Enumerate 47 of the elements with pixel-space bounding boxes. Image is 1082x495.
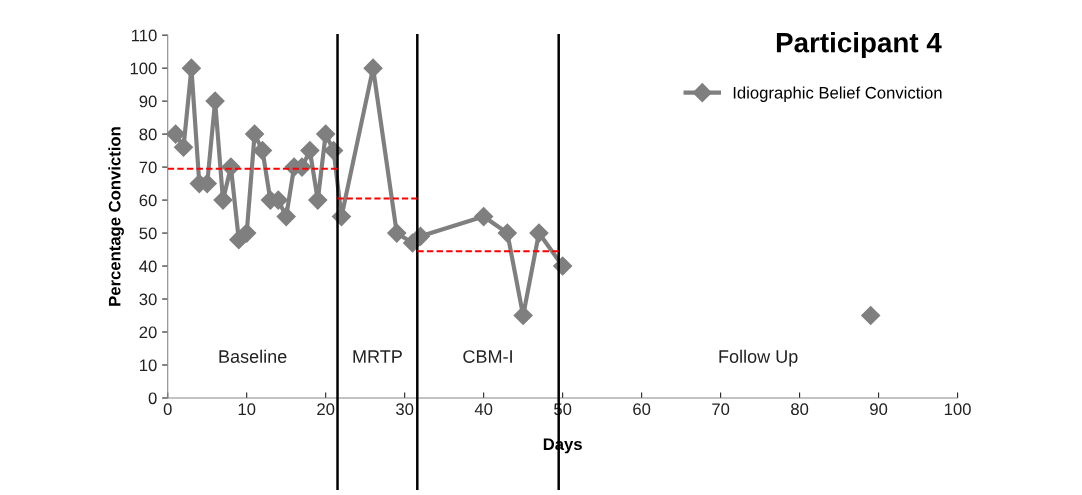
x-tick-label: 40 (474, 403, 493, 416)
point (300, 141, 320, 161)
x-tick-label: 100 (944, 403, 971, 416)
annotation: CBM-I (463, 350, 512, 363)
y-tick-label: 30 (139, 293, 157, 306)
x-tick-label: 20 (317, 403, 335, 416)
point (387, 223, 407, 243)
point (166, 124, 186, 144)
annotation: MRTP (353, 350, 402, 363)
point (529, 223, 549, 243)
point (252, 141, 273, 161)
chart-title: Participant 4 (776, 32, 942, 58)
point (213, 190, 233, 210)
point (497, 223, 517, 243)
point (237, 223, 257, 243)
x-tick-label: 90 (870, 403, 888, 416)
x-tick-label: 60 (633, 403, 651, 416)
y-tick-label: 80 (139, 128, 157, 141)
x-tick-label: 10 (238, 403, 256, 416)
annotation: Follow Up (719, 349, 798, 367)
y-tick-label: 40 (139, 260, 157, 273)
y-tick-label: 70 (139, 161, 157, 174)
y-tick-label: 110 (131, 29, 157, 42)
point (308, 190, 328, 210)
x-tick-label: 70 (712, 403, 730, 416)
x-tick-label: 30 (396, 403, 414, 416)
y-axis-title: Percentage Conviction (108, 127, 124, 306)
point (205, 91, 225, 111)
y-tick-label: 90 (139, 95, 157, 108)
y-tick-label: 60 (139, 194, 157, 207)
point (316, 124, 336, 144)
point (173, 137, 194, 157)
point (363, 58, 383, 78)
point (861, 305, 881, 326)
y-tick-label: 50 (139, 227, 157, 240)
y-tick-label: 100 (130, 62, 157, 75)
legend-label: Idiographic Belief Conviction (733, 86, 942, 102)
point (276, 207, 296, 227)
point (474, 207, 494, 227)
x-tick-label: 80 (791, 403, 809, 416)
point (181, 58, 201, 78)
y-tick-label: 0 (148, 392, 157, 405)
annotation: Baseline (219, 349, 287, 363)
y-tick-label: 10 (140, 359, 157, 372)
point (245, 124, 265, 144)
y-tick-label: 20 (139, 326, 157, 339)
x-tick-label: 0 (163, 403, 172, 416)
